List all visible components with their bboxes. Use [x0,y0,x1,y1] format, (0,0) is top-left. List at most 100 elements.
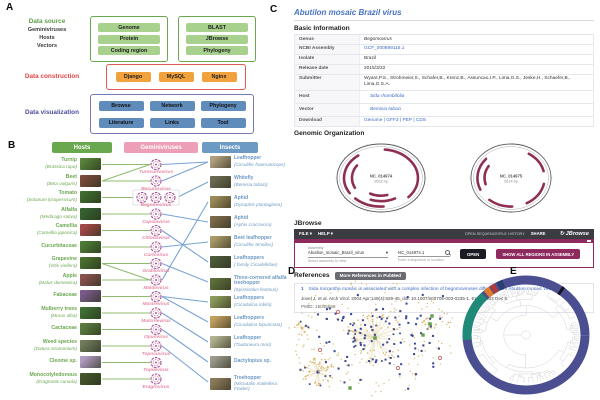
insect-photo [210,175,231,188]
host-name: Mulberry trees [41,305,77,312]
network-graph [288,280,454,397]
host-name: Cleome sp. [49,358,77,365]
host-name: Tomato [58,190,77,197]
host-photo [80,372,101,385]
svg-text:2632 bp: 2632 bp [374,179,388,183]
insect-name: Leafhopper [234,335,262,342]
insect-latin-name: (Aphis craccivora) [234,221,272,227]
phylogeny-box: Phylogeny [186,46,248,55]
svg-text:NC_014974: NC_014974 [370,173,393,178]
nginx-box: Nginx [201,72,237,82]
genome-maps: NC_014974 2632 bp NC_014975 2614 bp [294,139,594,217]
insect-item: Aphid (Dysaphis plantaginea) [210,195,292,208]
virus-genus-label: Turncurtovirus [138,170,174,175]
insect-photo [210,195,231,208]
reference-citation: Jovel J, et al. Arch Virol. 2004 Apr;149… [301,295,509,301]
references-heading: References [294,272,330,280]
panel-c-label: C [270,4,278,15]
insect-photo [210,277,231,290]
insect-item: Three-cornered alfalfa treehopper (Spissi… [210,275,292,293]
panel-b-label: B [8,140,16,151]
reference-item: 1 Sida micrantha mosaic is associated wit… [294,282,594,313]
host-photo [80,224,101,236]
info-value[interactable]: GCF_000899115.1 [364,46,405,52]
host-photo [80,207,101,220]
basic-information-heading: Basic Information [294,25,350,32]
insect-name: Leafhoppers [234,295,265,302]
location-helper-text: Enter a sequence or location [397,258,444,263]
info-row-submitter: Submitter Wyant,P.S., Strohmeier,S., Scha… [294,74,594,91]
host-latin-name: (Malus domestica) [38,279,77,285]
host-latin-name: (Solanum lycopersicum) [26,197,77,203]
host-photo [80,356,101,368]
show-all-regions-button[interactable]: SHOW ALL REGIONS IN ASSEMBLY [496,249,581,260]
insect-photo [210,235,231,248]
pubmed-badge[interactable]: More References in PubMed [334,271,407,280]
insect-name: Treehopper [234,374,262,381]
insect-photo [210,215,231,228]
host-name: Fabaceae [53,292,77,299]
info-value[interactable]: Bemisia tabaci [370,106,402,112]
insect-name: Aphid [234,195,249,202]
insects-header: Insects [202,142,258,153]
insect-photo [210,315,231,328]
insect-photo [210,335,231,348]
coding-region-box: Coding region [98,46,160,55]
jbrowse-collapse-strip[interactable] [295,239,593,243]
collapse-icon[interactable] [587,240,591,243]
django-box: Django [115,72,151,82]
info-row-host: Host Sida rhombifolia [294,90,594,104]
host-name: Turnip [61,157,77,164]
page-title: Abutilon mosaic Brazil virus [294,8,402,17]
association-lines [101,158,209,385]
info-value[interactable]: Genome | GFF3 | PEP | CDS [364,118,427,124]
jbrowse-body: Assembly Abutilon_mosaic_Brazil_virus ▾ … [294,238,594,268]
panel-e-label: E [510,266,517,277]
virus-genus-label: Curtovirus [143,252,169,258]
file-menu[interactable]: FILE ▾ [299,230,312,236]
phylogeny-vis-box: Phylogeny [200,100,246,111]
insect-latin-name: (Tautoneura mori) [234,341,272,347]
info-value: Begomovirus [364,36,392,42]
host-photo [80,290,101,302]
reference-number: 1 [301,286,304,292]
host-latin-name: (Morus alba) [50,312,77,318]
host-latin-name: (Eragrostis curvula) [36,378,77,384]
assembly-select[interactable]: Abutilon_mosaic_Brazil_virus ▾ [307,249,388,258]
info-label: Submitter [295,74,360,90]
host-latin-name: (Brassica rapa) [45,164,77,170]
info-label: Release date [295,64,360,74]
info-value[interactable]: Sida rhombifolia [370,93,405,99]
jbrowse-logo: ↻ JBrowse [559,230,589,237]
share-button[interactable]: SHARE [530,231,546,237]
open-button[interactable]: OPEN [459,249,487,260]
help-menu[interactable]: HELP ▾ [317,230,333,236]
protein-box: Protein [98,34,160,44]
location-input[interactable]: NC_014974.1 [397,250,450,258]
panel-d-label: D [288,266,296,277]
info-row-ncbi-assembly: NCBI Assembly GCF_000899115.1 [294,44,594,55]
assembly-select-value: Abutilon_mosaic_Brazil_virus [307,250,364,256]
insect-item: Dactylopius sp. [210,355,292,368]
insect-latin-name: (Spissistilus festinus) [234,287,278,292]
references-header: References More References in PubMed [294,271,594,280]
virus-genus-label: Eragrovirus [142,384,170,390]
genomic-organization-heading: Genomic Organization [294,129,365,137]
reference-title-link[interactable]: Sida micrantha mosaic is associated with… [308,286,555,292]
panel-database-page: C Abutilon mosaic Brazil virus Basic Inf… [268,2,598,313]
host-item: Turnip (Brassica rapa) [6,157,101,170]
host-item: Cucurbitaceae [6,240,101,253]
panel-host-virus-insect: B Hosts Geminiviruses Insects Turncurtov… [6,138,294,400]
info-label: Download [295,116,360,126]
info-row-isolate: Isolate Brazil [294,54,594,65]
chevron-down-icon: ▾ [385,249,388,255]
insect-name: Whitefly [234,175,254,182]
mysql-box: MySQL [158,72,194,82]
host-name: Beet [65,173,77,180]
insect-latin-name: (Bemisia tabaci) [234,181,268,187]
links-box: Links [149,117,195,128]
host-photo [80,257,101,269]
info-row-vector: Vector Bemisia tabaci [294,103,594,117]
virus-detail-page: Abutilon mosaic Brazil virus Basic Infor… [294,8,594,313]
